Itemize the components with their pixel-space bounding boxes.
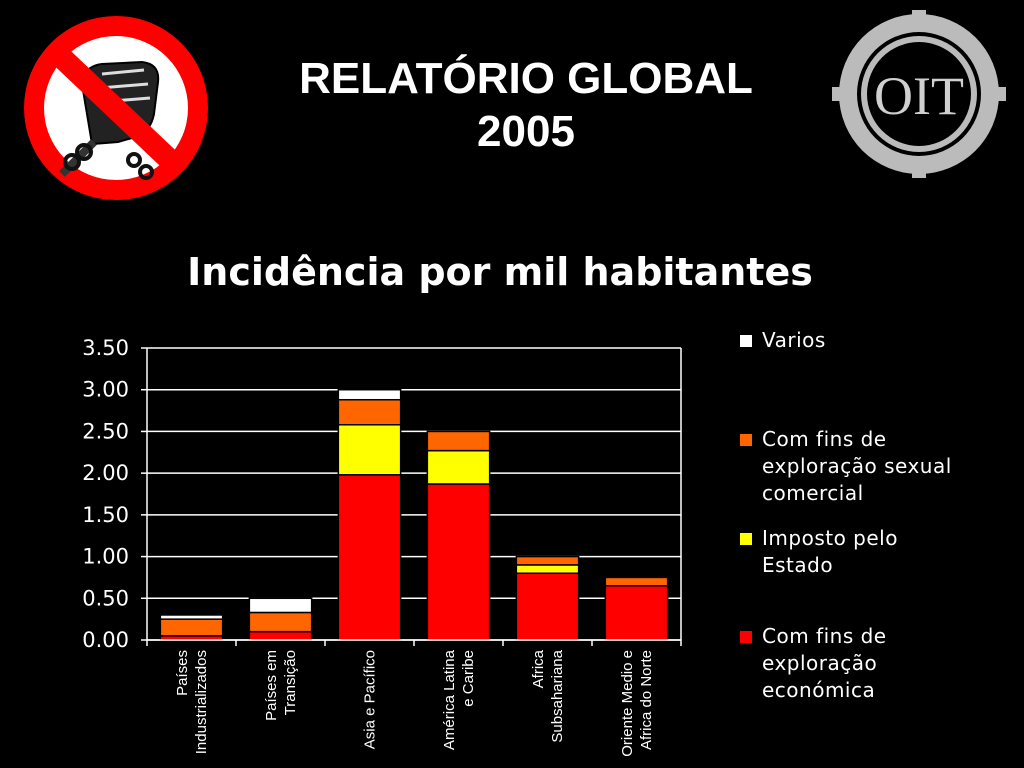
x-category-line: Oriente Medio e (619, 650, 636, 757)
chart-title: Incidência por mil habitantes (187, 250, 813, 294)
x-category-line: Subsahariana (549, 649, 566, 742)
legend-label-line: exploração sexual (762, 454, 952, 478)
legend-label: Varios (762, 327, 1012, 354)
chart-bars (159, 388, 669, 641)
x-category-line: Industrializados (193, 650, 210, 754)
bar-segment (426, 483, 491, 641)
bar-segment (248, 611, 313, 633)
legend-label: Com fins de exploração económica (762, 623, 1012, 704)
bar-segment (337, 424, 402, 476)
x-category-line: Africa do Norte (638, 650, 655, 750)
bar-segment (515, 572, 580, 641)
prohibited-chained-fist-icon (24, 16, 208, 200)
bar-segment (159, 614, 224, 620)
legend-label-line: Com fins de (762, 624, 887, 648)
bar-segment (337, 474, 402, 641)
legend-swatch (740, 533, 752, 545)
y-tick-label: 2.50 (82, 419, 129, 443)
legend-label: Com fins de exploração sexual comercial (762, 426, 1012, 507)
legend-label: Imposto pelo Estado (762, 525, 1012, 579)
x-category-labels: Países Industrializados Países em Transição… (174, 649, 655, 756)
legend-label-line: Estado (762, 553, 834, 577)
bar-segment (426, 449, 491, 485)
y-tick-label: 3.00 (82, 378, 129, 402)
bar-segment (604, 585, 669, 641)
y-tick-label: 1.00 (82, 545, 129, 569)
y-tick-label: 1.50 (82, 503, 129, 527)
legend-swatch (740, 434, 752, 446)
bar-segment (248, 630, 313, 641)
bar-segment (515, 555, 580, 566)
legend-swatch (740, 631, 752, 643)
x-category-line: Transição (282, 650, 299, 715)
title-line-2: 2005 (477, 107, 575, 156)
x-category-label: Oriente Medio e Africa do Norte (619, 650, 655, 757)
x-category-label: Países Industrializados (174, 650, 210, 754)
x-category-line: Africa (530, 649, 547, 688)
y-tick-labels: 0.00 0.50 1.00 1.50 2.00 2.50 3.00 3.50 (82, 336, 129, 652)
x-category-label: Africa Subsahariana (530, 649, 566, 742)
bar-segment (515, 564, 580, 575)
bar-segment (248, 597, 313, 614)
bar-segment (426, 430, 491, 452)
y-tick-label: 0.50 (82, 586, 129, 610)
x-category-label: Asia e Pacífico (362, 650, 379, 749)
legend-swatch (740, 335, 752, 347)
legend-label-line: Com fins de (762, 427, 887, 451)
legend-label-line: comercial (762, 481, 864, 505)
oit-logo-text: OIT (874, 66, 964, 126)
title-line-1: RELATÓRIO GLOBAL (299, 54, 753, 103)
chart-gridlines (147, 347, 681, 641)
x-category-label: América Latina e Caribe (441, 649, 477, 750)
bar-segment (337, 398, 402, 426)
x-category-line: e Caribe (460, 650, 477, 707)
legend-label-line: exploração (762, 651, 878, 675)
chart-axes (141, 347, 682, 646)
y-tick-label: 0.00 (82, 628, 129, 652)
y-tick-label: 2.00 (82, 461, 129, 485)
legend-label-line: Varios (762, 328, 826, 352)
x-category-line: Países (174, 650, 191, 696)
x-category-line: América Latina (441, 649, 458, 750)
oit-gear-logo-icon: OIT (832, 10, 1006, 178)
bar-segment (159, 618, 224, 637)
legend-label-line: económica (762, 678, 876, 702)
bar-segment (604, 576, 669, 587)
legend-label-line: Imposto pelo (762, 526, 898, 550)
x-category-line: Asia e Pacífico (362, 650, 379, 749)
y-tick-label: 3.50 (82, 336, 129, 360)
page-title: RELATÓRIO GLOBAL 2005 (256, 52, 796, 158)
bar-segment (337, 388, 402, 401)
x-category-label: Países em Transição (263, 650, 299, 721)
x-category-line: Países em (263, 650, 280, 721)
